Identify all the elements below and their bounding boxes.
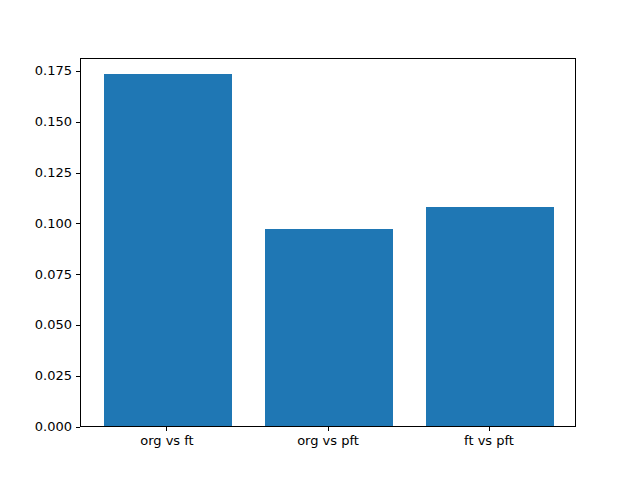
x-tick-mark: [489, 427, 490, 431]
y-tick-label: 0.000: [0, 420, 72, 434]
x-tick-mark: [166, 427, 167, 431]
x-tick-label: ft vs pft: [419, 434, 559, 448]
bar-chart-figure: 0.000 0.025 0.050 0.075 0.100 0.125 0.150 0.175…: [0, 0, 640, 480]
y-tick-mark: [76, 122, 80, 123]
bar-org-vs-ft: [104, 74, 233, 426]
y-tick-mark: [76, 223, 80, 224]
plot-area: [80, 58, 576, 427]
x-tick-label: org vs pft: [258, 434, 398, 448]
y-tick-mark: [76, 376, 80, 377]
y-tick-label: 0.125: [0, 166, 72, 180]
y-tick-label: 0.100: [0, 217, 72, 231]
x-tick-label: org vs ft: [97, 434, 237, 448]
y-tick-mark: [76, 71, 80, 72]
y-tick-mark: [76, 274, 80, 275]
y-tick-mark: [76, 325, 80, 326]
y-tick-label: 0.175: [0, 64, 72, 78]
bar-org-vs-pft: [265, 229, 394, 426]
x-tick-mark: [328, 427, 329, 431]
y-tick-mark: [76, 173, 80, 174]
y-tick-label: 0.025: [0, 369, 72, 383]
bar-ft-vs-pft: [426, 207, 555, 426]
y-tick-label: 0.075: [0, 268, 72, 282]
y-tick-mark: [76, 427, 80, 428]
y-tick-label: 0.150: [0, 115, 72, 129]
y-tick-label: 0.050: [0, 318, 72, 332]
